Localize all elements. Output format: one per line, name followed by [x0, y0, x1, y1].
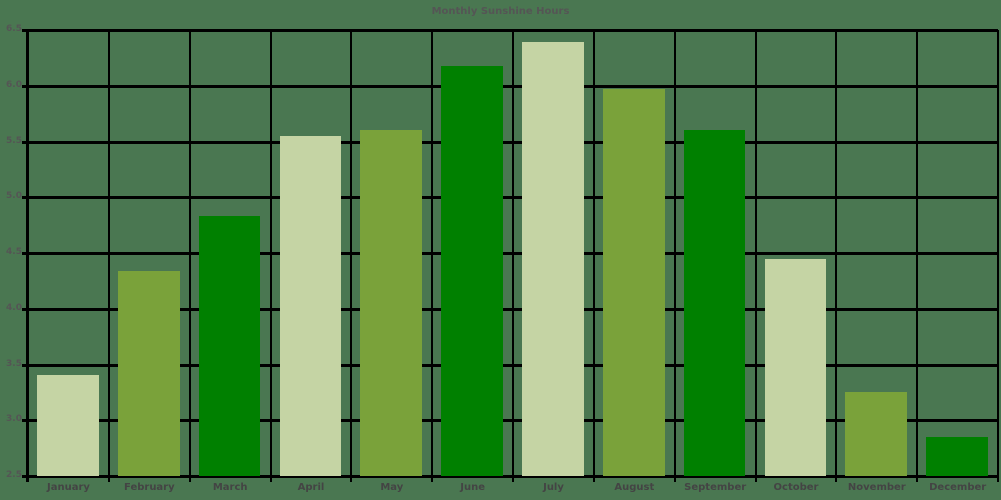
h-gridline — [22, 84, 998, 88]
x-tick-label: April — [297, 482, 325, 493]
v-gridline — [350, 30, 353, 482]
v-gridline — [431, 30, 434, 482]
bar-december — [926, 436, 988, 476]
v-gridline — [512, 30, 514, 482]
x-tick-label: June — [460, 482, 486, 493]
h-gridline — [22, 307, 998, 311]
x-tick-label: March — [212, 482, 248, 493]
bar-april — [279, 135, 342, 476]
v-gridline — [269, 30, 272, 482]
y-tick-label: 3.5 — [6, 358, 22, 369]
bar-august — [602, 89, 665, 476]
bar-september — [683, 130, 746, 476]
v-gridline — [107, 30, 110, 482]
y-tick-label: 2.5 — [6, 470, 22, 480]
h-gridline — [22, 29, 998, 32]
v-gridline — [835, 30, 838, 482]
x-tick-label: November — [847, 482, 906, 493]
h-gridline — [22, 252, 998, 255]
bar-november — [845, 392, 908, 476]
v-gridline — [673, 30, 676, 482]
bar-may — [360, 130, 423, 476]
y-tick-label: 5.5 — [6, 135, 22, 146]
bar-june — [441, 65, 503, 476]
bar-march — [198, 216, 261, 476]
bar-january — [37, 374, 99, 476]
y-tick-label: 6.5 — [6, 24, 22, 34]
h-gridline — [22, 363, 998, 367]
chart-title: Monthly Sunshine Hours — [431, 6, 570, 17]
y-axis-line — [26, 30, 29, 482]
v-gridline — [754, 30, 757, 482]
v-gridline — [188, 30, 191, 482]
x-tick-label: January — [47, 482, 90, 493]
v-gridline — [592, 30, 595, 482]
bar-july — [522, 42, 584, 476]
x-tick-label: August — [614, 482, 655, 493]
y-tick-label: 3.0 — [6, 414, 22, 425]
v-gridline — [997, 30, 999, 482]
x-tick-label: October — [773, 482, 819, 493]
v-gridline — [916, 30, 919, 482]
h-gridline — [22, 196, 998, 200]
x-tick-label: December — [929, 482, 987, 493]
h-gridline — [22, 140, 998, 144]
x-tick-label: September — [684, 482, 747, 493]
y-tick-label: 6.0 — [6, 79, 22, 90]
x-tick-label: February — [124, 482, 175, 493]
h-gridline — [22, 419, 998, 423]
y-tick-label: 5.0 — [6, 191, 22, 202]
h-gridline — [22, 475, 998, 478]
y-tick-label: 4.5 — [6, 247, 22, 257]
x-tick-label: July — [543, 482, 564, 493]
bar-february — [117, 270, 180, 476]
plot-area: 2.5 3.0 3.5 4.0 4.5 5.0 5.5 6.0 6.5 — [6, 24, 999, 482]
x-tick-label: May — [380, 482, 404, 493]
y-tick-label: 4.0 — [6, 302, 22, 313]
bar-october — [764, 258, 827, 476]
